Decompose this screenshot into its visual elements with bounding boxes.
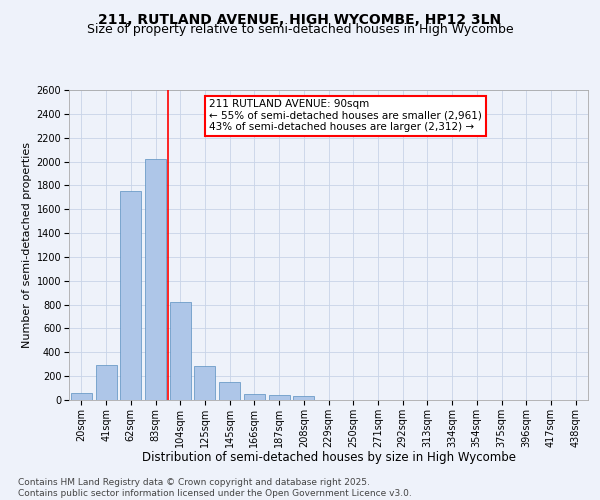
Bar [293, 396, 314, 400]
Text: 211 RUTLAND AVENUE: 90sqm
← 55% of semi-detached houses are smaller (2,961)
43% : 211 RUTLAND AVENUE: 90sqm ← 55% of semi-… [209, 100, 482, 132]
Bar [244, 394, 265, 400]
Bar [145, 159, 166, 400]
Bar [95, 365, 116, 400]
Y-axis label: Number of semi-detached properties: Number of semi-detached properties [22, 142, 32, 348]
Text: 211, RUTLAND AVENUE, HIGH WYCOMBE, HP12 3LN: 211, RUTLAND AVENUE, HIGH WYCOMBE, HP12 … [98, 12, 502, 26]
X-axis label: Distribution of semi-detached houses by size in High Wycombe: Distribution of semi-detached houses by … [142, 451, 515, 464]
Bar [71, 393, 92, 400]
Bar [219, 382, 240, 400]
Bar [194, 366, 215, 400]
Text: Contains HM Land Registry data © Crown copyright and database right 2025.
Contai: Contains HM Land Registry data © Crown c… [18, 478, 412, 498]
Text: Size of property relative to semi-detached houses in High Wycombe: Size of property relative to semi-detach… [86, 24, 514, 36]
Bar [170, 302, 191, 400]
Bar [120, 190, 141, 400]
Bar [269, 394, 290, 400]
